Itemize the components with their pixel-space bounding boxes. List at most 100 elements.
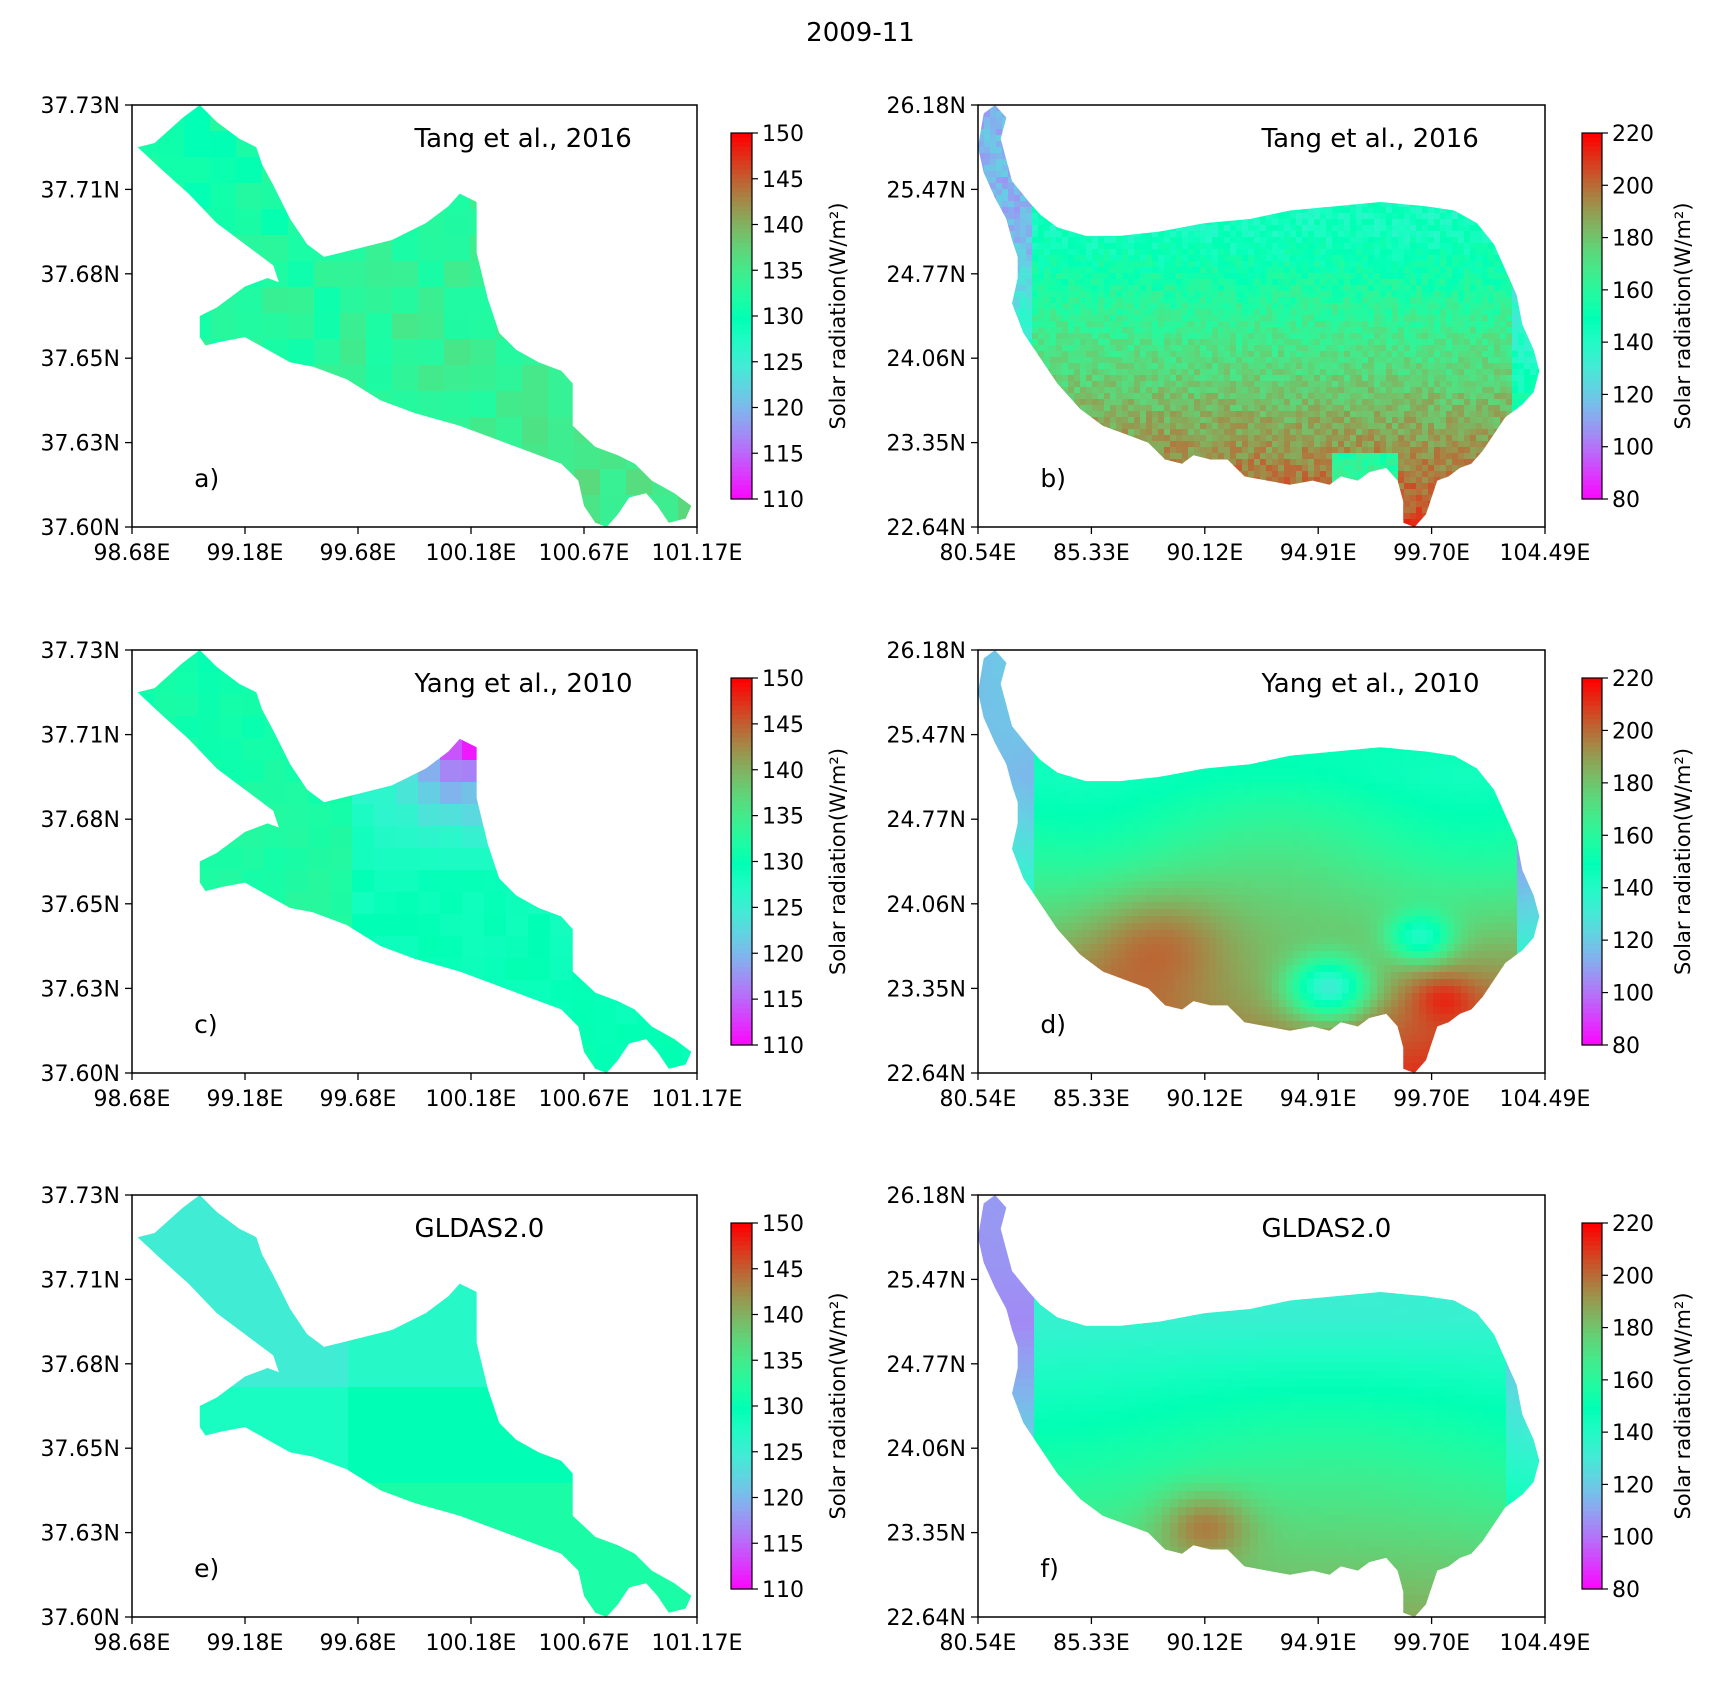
panel-b-colorbar: 80 100 120 140 160 180 200 220 Solar radiation(W… [1581, 122, 1695, 513]
panel-a-x-tick-label: 98.68E [94, 541, 171, 566]
panel-c-colorbar-tick-label: 145 [762, 713, 804, 738]
panel-e-colorbar-tick-label: 140 [762, 1304, 804, 1329]
panel-a-frame [131, 104, 698, 528]
panel-d-x-tick-label: 104.49E [1500, 1087, 1591, 1112]
panel-b-y-tick-label: 26.18N [887, 94, 966, 119]
panel-a-source-label: Tang et al., 2016 [414, 124, 632, 154]
panel-d-x-tick-label: 99.70E [1393, 1087, 1470, 1112]
panel-c-x-tick-label: 98.68E [94, 1087, 171, 1112]
panel-d-source-label: Yang et al., 2010 [1261, 669, 1480, 699]
panel-a-x-tick-label: 99.68E [320, 541, 397, 566]
panel-e-y-tick-label: 37.73N [41, 1184, 120, 1209]
panel-d-colorbar-tick-label: 160 [1612, 824, 1654, 849]
panel-a: 98.68E 99.18E 99.68E 100.18E 100.67E 101.17E 3… [41, 94, 743, 566]
panel-e-panel-label: e) [194, 1554, 219, 1583]
panel-b-x-tick-label: 80.54E [940, 541, 1017, 566]
panel-f-y-tick-label: 26.18N [887, 1184, 966, 1209]
panel-b-colorbar-tick-label: 180 [1612, 227, 1654, 252]
panel-a-colorbar-label: Solar radiation(W/m²) [826, 202, 850, 429]
panel-d-colorbar: 80 100 120 140 160 180 200 220 Solar radiation(W… [1581, 667, 1695, 1059]
panel-b-colorbar-tick-label: 200 [1612, 174, 1654, 199]
panel-a-colorbar-tick-label: 110 [762, 488, 804, 513]
panel-e-colorbar-tick-label: 145 [762, 1258, 804, 1283]
panel-f: 80.54E 85.33E 90.12E 94.91E 99.70E 104.49E 26.… [887, 1184, 1591, 1656]
panel-d-x-tick-label: 90.12E [1166, 1087, 1243, 1112]
panel-c-colorbar-tick-label: 135 [762, 805, 804, 830]
panel-a-x-tick-label: 99.18E [207, 541, 284, 566]
panel-e-x-tick-label: 100.18E [426, 1631, 517, 1656]
panel-e-colorbar: 110 115 120 125 130 135 140 145 150 Solar radiati… [730, 1212, 850, 1603]
panel-b-colorbar-tick-label: 220 [1612, 122, 1654, 147]
panel-b-y-tick-label: 24.06N [887, 347, 966, 372]
panel-a-x-tick-label: 100.18E [426, 541, 517, 566]
panel-c-panel-label: c) [194, 1010, 218, 1039]
panel-d-frame [977, 649, 1546, 1074]
panel-b-y-tick-label: 22.64N [887, 516, 966, 541]
panel-d-colorbar-tick-label: 120 [1612, 929, 1654, 954]
panel-c-y-tick-label: 37.60N [41, 1062, 120, 1087]
panel-d-colorbar-tick-label: 220 [1612, 667, 1654, 692]
panel-e-x-tick-label: 100.67E [539, 1631, 630, 1656]
panel-a-colorbar-tick-label: 120 [762, 397, 804, 422]
panel-e-colorbar-tick-label: 150 [762, 1212, 804, 1237]
panel-f-colorbar-tick-label: 120 [1612, 1473, 1654, 1498]
panel-f-colorbar-tick-label: 80 [1612, 1578, 1640, 1603]
panel-c-y-tick-label: 37.71N [41, 724, 120, 749]
panel-b-y-tick-label: 25.47N [887, 178, 966, 203]
panel-b-colorbar-tick-label: 140 [1612, 331, 1654, 356]
panel-b-y-tick-label: 24.77N [887, 263, 966, 288]
panel-c-x-tick-label: 100.67E [539, 1087, 630, 1112]
panel-d-y-tick-label: 23.35N [887, 977, 966, 1002]
panel-c-y-tick-label: 37.73N [41, 639, 120, 664]
panel-c-colorbar-label: Solar radiation(W/m²) [826, 748, 850, 975]
figure-title: 2009-11 [806, 18, 915, 48]
panel-e-x-tick-label: 101.17E [652, 1631, 743, 1656]
panel-a-colorbar-tick-label: 150 [762, 122, 804, 147]
panel-f-y-tick-label: 24.06N [887, 1437, 966, 1462]
panel-c-x-tick-label: 99.68E [320, 1087, 397, 1112]
panel-f-raster [978, 1195, 1540, 1617]
panel-f-colorbar: 80 100 120 140 160 180 200 220 Solar radiation(W… [1581, 1212, 1695, 1603]
panel-b-x-tick-label: 85.33E [1053, 541, 1130, 566]
panel-b-y-tick-label: 23.35N [887, 432, 966, 457]
panel-a-y-tick-label: 37.68N [41, 263, 120, 288]
panel-f-y-tick-label: 25.47N [887, 1268, 966, 1293]
panel-f-x-tick-label: 80.54E [940, 1631, 1017, 1656]
panel-a-y-tick-label: 37.65N [41, 347, 120, 372]
panel-c-x-tick-label: 101.17E [652, 1087, 743, 1112]
panel-a-colorbar-tick-label: 145 [762, 168, 804, 193]
panel-c-source-label: Yang et al., 2010 [414, 669, 633, 699]
panel-c-y-tick-label: 37.63N [41, 977, 120, 1002]
panel-f-x-tick-label: 104.49E [1500, 1631, 1591, 1656]
panel-f-y-tick-label: 23.35N [887, 1522, 966, 1547]
panel-e-colorbar-tick-label: 135 [762, 1349, 804, 1374]
panel-a-colorbar-tick-label: 130 [762, 305, 804, 330]
panel-e-colorbar-tick-label: 110 [762, 1578, 804, 1603]
panel-d-y-tick-label: 26.18N [887, 639, 966, 664]
panel-c-colorbar: 110 115 120 125 130 135 140 145 150 Solar radiati… [730, 667, 850, 1059]
panel-f-colorbar-tick-label: 140 [1612, 1421, 1654, 1446]
panel-c-colorbar-tick-label: 150 [762, 667, 804, 692]
panel-c: 98.68E 99.18E 99.68E 100.18E 100.67E 101.17E 3… [41, 639, 743, 1112]
panel-b-colorbar-tick-label: 80 [1612, 488, 1640, 513]
panel-f-x-tick-label: 90.12E [1166, 1631, 1243, 1656]
panel-f-colorbar-label: Solar radiation(W/m²) [1671, 1292, 1695, 1519]
panel-b-panel-label: b) [1040, 464, 1066, 493]
panel-b: 80.54E 85.33E 90.12E 94.91E 99.70E 104.49E 26.… [887, 94, 1591, 566]
panel-d-y-tick-label: 24.06N [887, 893, 966, 918]
panel-e-colorbar-tick-label: 130 [762, 1395, 804, 1420]
panel-e-y-tick-label: 37.65N [41, 1437, 120, 1462]
panel-f-colorbar-tick-label: 200 [1612, 1264, 1654, 1289]
panel-b-x-tick-label: 99.70E [1393, 541, 1470, 566]
panel-c-colorbar-tick-label: 110 [762, 1034, 804, 1059]
panel-f-colorbar-tick-label: 180 [1612, 1317, 1654, 1342]
panel-e-source-label: GLDAS2.0 [415, 1214, 545, 1244]
panel-f-panel-label: f) [1040, 1554, 1059, 1583]
panel-a-x-tick-label: 101.17E [652, 541, 743, 566]
panel-f-x-tick-label: 99.70E [1393, 1631, 1470, 1656]
panel-e-x-tick-label: 99.68E [320, 1631, 397, 1656]
panel-f-x-tick-label: 94.91E [1280, 1631, 1357, 1656]
panel-e-y-tick-label: 37.63N [41, 1522, 120, 1547]
panel-f-colorbar-tick-label: 160 [1612, 1369, 1654, 1394]
